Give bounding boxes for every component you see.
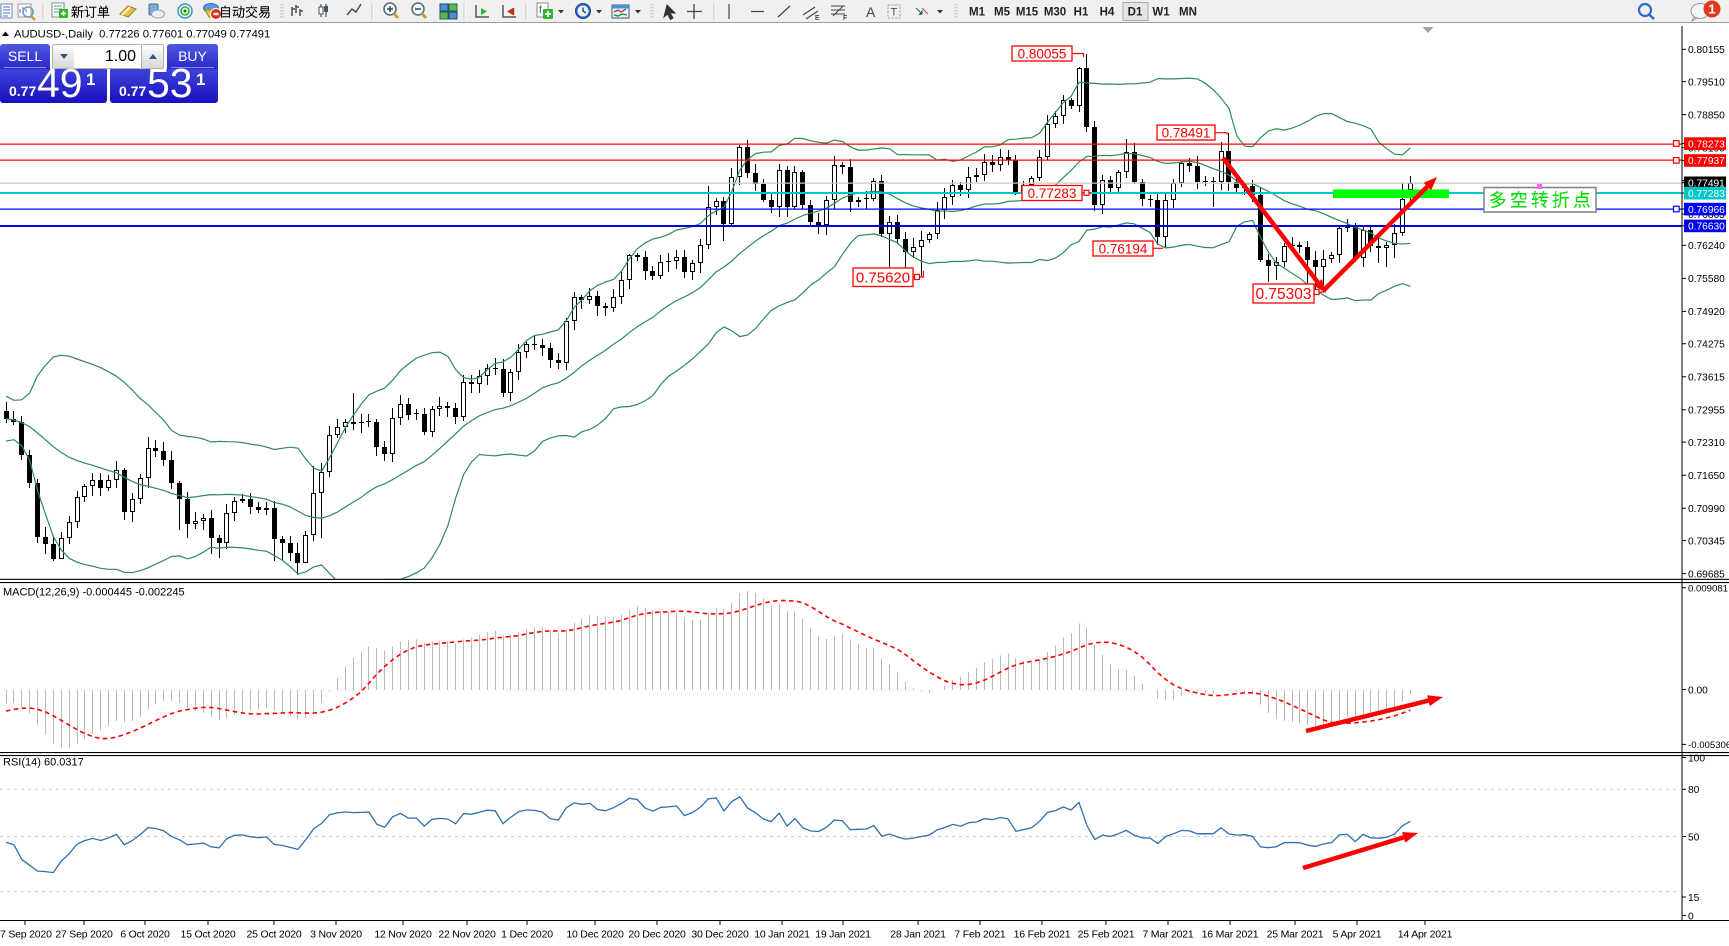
svg-text:W1: W1 xyxy=(1152,7,1170,19)
svg-text:0.74920: 0.74920 xyxy=(1688,307,1725,318)
svg-text:M15: M15 xyxy=(1016,7,1039,19)
svg-text:E: E xyxy=(815,15,820,22)
svg-text:27 Sep 2020: 27 Sep 2020 xyxy=(55,929,113,941)
svg-text:30 Dec 2020: 30 Dec 2020 xyxy=(691,929,749,941)
svg-text:0.76240: 0.76240 xyxy=(1688,241,1725,252)
svg-text:-0.005306: -0.005306 xyxy=(1688,740,1729,751)
svg-text:12 Nov 2020: 12 Nov 2020 xyxy=(374,929,432,941)
svg-text:M1: M1 xyxy=(969,7,986,19)
svg-text:100: 100 xyxy=(1688,753,1705,764)
svg-text:22 Nov 2020: 22 Nov 2020 xyxy=(438,929,496,941)
svg-text:0.75620: 0.75620 xyxy=(856,270,910,287)
svg-text:7 Sep 2020: 7 Sep 2020 xyxy=(0,929,52,941)
svg-text:f: f xyxy=(539,5,542,16)
svg-text:10 Dec 2020: 10 Dec 2020 xyxy=(566,929,624,941)
svg-text:0.76630: 0.76630 xyxy=(1688,222,1725,233)
svg-text:50: 50 xyxy=(1688,832,1700,843)
svg-text:1: 1 xyxy=(1708,2,1715,17)
svg-text:F: F xyxy=(843,15,847,22)
svg-text:0.78850: 0.78850 xyxy=(1688,110,1725,121)
svg-text:0.78491: 0.78491 xyxy=(1162,125,1211,140)
svg-text:19 Jan 2021: 19 Jan 2021 xyxy=(815,929,871,941)
svg-text:14 Apr 2021: 14 Apr 2021 xyxy=(1398,929,1453,941)
svg-text:D1: D1 xyxy=(1128,7,1143,19)
svg-text:15 Oct 2020: 15 Oct 2020 xyxy=(180,929,235,941)
svg-text:10 Jan 2021: 10 Jan 2021 xyxy=(754,929,810,941)
svg-text:0.74275: 0.74275 xyxy=(1688,340,1725,351)
svg-text:RSI(14) 60.0317: RSI(14) 60.0317 xyxy=(3,757,84,769)
svg-text:0.79510: 0.79510 xyxy=(1688,77,1725,88)
svg-text:H4: H4 xyxy=(1100,7,1115,19)
svg-text:0.77937: 0.77937 xyxy=(1688,156,1725,167)
svg-text:5 Apr 2021: 5 Apr 2021 xyxy=(1333,929,1382,941)
svg-text:80: 80 xyxy=(1688,785,1700,796)
svg-text:0.70990: 0.70990 xyxy=(1688,504,1725,515)
svg-text:0.71650: 0.71650 xyxy=(1688,471,1725,482)
svg-text:0.77491: 0.77491 xyxy=(1688,179,1725,190)
svg-text:A: A xyxy=(866,4,876,20)
svg-text:0.77283: 0.77283 xyxy=(1688,189,1725,200)
svg-text:3 Nov 2020: 3 Nov 2020 xyxy=(310,929,362,941)
svg-text:28 Jan 2021: 28 Jan 2021 xyxy=(890,929,946,941)
svg-text:0: 0 xyxy=(1688,911,1694,922)
svg-text:6 Oct 2020: 6 Oct 2020 xyxy=(120,929,170,941)
svg-text:20 Dec 2020: 20 Dec 2020 xyxy=(628,929,686,941)
svg-text:0.78273: 0.78273 xyxy=(1688,139,1725,150)
svg-text:0.80055: 0.80055 xyxy=(1018,46,1067,61)
svg-text:7 Mar 2021: 7 Mar 2021 xyxy=(1142,929,1193,941)
svg-text:MACD(12,26,9) -0.000445 -0.002: MACD(12,26,9) -0.000445 -0.002245 xyxy=(3,587,185,599)
svg-text:7 Feb 2021: 7 Feb 2021 xyxy=(954,929,1005,941)
svg-text:M30: M30 xyxy=(1044,7,1066,19)
svg-text:H1: H1 xyxy=(1074,7,1089,19)
svg-text:0.75580: 0.75580 xyxy=(1688,274,1725,285)
svg-text:T: T xyxy=(891,7,898,19)
svg-text:16 Feb 2021: 16 Feb 2021 xyxy=(1014,929,1071,941)
svg-text:0.73615: 0.73615 xyxy=(1688,373,1725,384)
svg-text:25 Mar 2021: 25 Mar 2021 xyxy=(1267,929,1324,941)
svg-text:0.76194: 0.76194 xyxy=(1099,241,1148,256)
svg-text:25 Feb 2021: 25 Feb 2021 xyxy=(1078,929,1135,941)
svg-text:25 Oct 2020: 25 Oct 2020 xyxy=(246,929,301,941)
svg-text:0.69685: 0.69685 xyxy=(1688,569,1725,580)
svg-text:0.76966: 0.76966 xyxy=(1688,205,1725,216)
svg-text:MN: MN xyxy=(1179,7,1197,19)
svg-text:0.00: 0.00 xyxy=(1688,685,1708,696)
svg-text:0.009081: 0.009081 xyxy=(1688,584,1728,595)
svg-text:1 Dec 2020: 1 Dec 2020 xyxy=(501,929,553,941)
svg-text:16 Mar 2021: 16 Mar 2021 xyxy=(1202,929,1259,941)
svg-text:0.72310: 0.72310 xyxy=(1688,438,1725,449)
svg-text:AUDUSD-,Daily 0.77226 0.77601: AUDUSD-,Daily 0.77226 0.77601 0.77049 0.… xyxy=(14,29,270,41)
svg-text:15: 15 xyxy=(1688,893,1700,904)
svg-text:M5: M5 xyxy=(994,7,1011,19)
svg-text:0.77283: 0.77283 xyxy=(1028,186,1077,201)
svg-text:0.75303: 0.75303 xyxy=(1255,286,1311,303)
svg-text:0.72955: 0.72955 xyxy=(1688,406,1725,417)
svg-text:0.70345: 0.70345 xyxy=(1688,536,1725,547)
svg-text:0.80155: 0.80155 xyxy=(1688,45,1725,56)
